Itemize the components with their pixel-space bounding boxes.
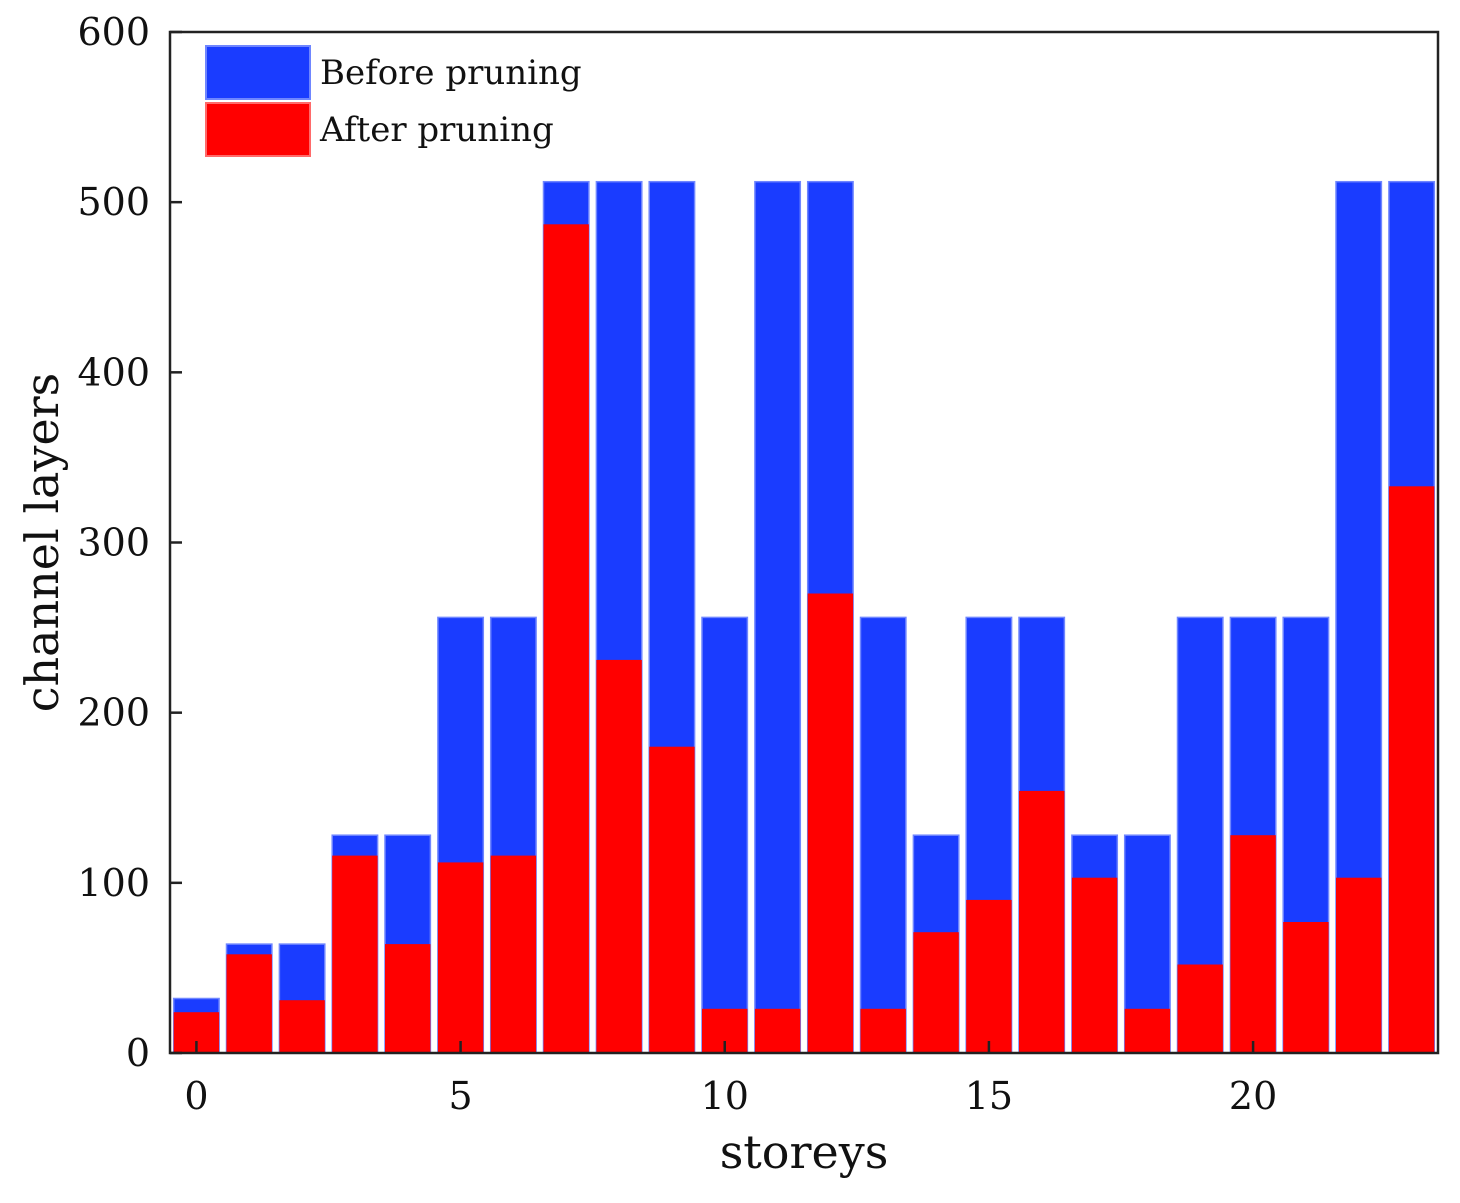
- bar-before-pruning-10: [701, 616, 749, 1054]
- x-tick-label-0: 0: [184, 1074, 208, 1118]
- bar-after-pruning-17: [1071, 877, 1118, 1053]
- x-tick-label-15: 15: [965, 1074, 1013, 1118]
- bar-after-pruning-22: [1336, 877, 1382, 1053]
- bar-after-pruning-11: [754, 1008, 801, 1053]
- bar-before-pruning-13: [859, 616, 907, 1054]
- y-tick-label-500: 500: [77, 180, 150, 224]
- bar-after-pruning-14: [913, 932, 959, 1053]
- bar-after-pruning-18: [1124, 1008, 1171, 1053]
- bar-after-pruning-2: [279, 1000, 325, 1053]
- y-tick-label-400: 400: [77, 350, 150, 394]
- bar-after-pruning-12: [807, 593, 854, 1053]
- bar-after-pruning-7: [543, 224, 589, 1054]
- bar-after-pruning-21: [1283, 922, 1329, 1053]
- legend-label-after-pruning: After pruning: [319, 110, 554, 150]
- x-axis-title: storeys: [720, 1125, 889, 1179]
- bar-after-pruning-19: [1177, 964, 1223, 1053]
- bar-after-pruning-8: [596, 659, 642, 1053]
- x-tick-label-5: 5: [448, 1074, 472, 1118]
- bar-after-pruning-15: [966, 899, 1012, 1053]
- y-tick-label-0: 0: [126, 1031, 150, 1075]
- y-axis-title: channel layers: [15, 373, 69, 713]
- legend-swatch-before-pruning: [205, 45, 311, 100]
- bar-after-pruning-4: [385, 944, 431, 1053]
- legend-swatch-after-pruning: [205, 102, 311, 157]
- y-tick-label-100: 100: [77, 861, 150, 905]
- bar-after-pruning-6: [490, 855, 537, 1053]
- bars-after-pruning: [173, 224, 1435, 1054]
- bar-after-pruning-5: [437, 862, 484, 1053]
- bar-before-pruning-11: [754, 180, 802, 1054]
- bar-after-pruning-20: [1230, 835, 1276, 1053]
- y-tick-label-200: 200: [77, 691, 150, 735]
- bar-after-pruning-3: [332, 855, 378, 1053]
- y-tick-label-300: 300: [77, 521, 150, 565]
- x-tick-label-20: 20: [1229, 1074, 1277, 1118]
- legend-label-before-pruning: Before pruning: [320, 53, 582, 93]
- y-tick-label-600: 600: [77, 10, 150, 54]
- bar-after-pruning-16: [1019, 790, 1065, 1053]
- x-axis-ticks: 0 5 10 15 20: [184, 1041, 1277, 1118]
- bar-after-pruning-9: [649, 746, 695, 1053]
- y-axis-ticks: 0 100 200 300 400 500 600: [77, 10, 182, 1075]
- x-tick-label-10: 10: [701, 1074, 749, 1118]
- bar-after-pruning-13: [860, 1008, 906, 1053]
- bar-after-pruning-1: [226, 954, 272, 1053]
- legend: Before pruning After pruning: [205, 45, 582, 157]
- bar-after-pruning-23: [1388, 486, 1435, 1053]
